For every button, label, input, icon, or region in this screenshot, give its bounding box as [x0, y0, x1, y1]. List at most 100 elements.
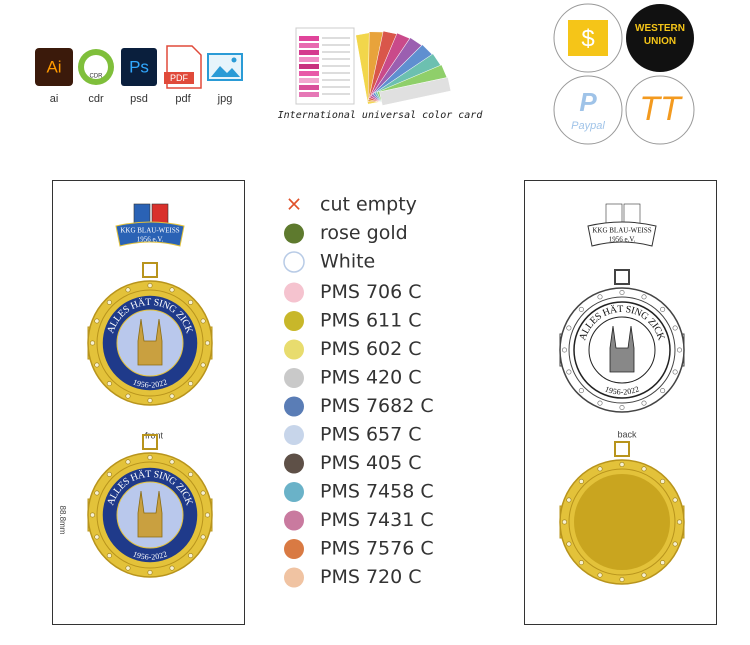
- medal-stone: [660, 560, 666, 566]
- years: 1956-2022: [604, 384, 641, 396]
- card-swatch: [299, 57, 319, 62]
- card-line: [322, 58, 350, 60]
- legend-swatch: [284, 567, 304, 588]
- medal-top: [142, 434, 158, 450]
- card-line: [322, 93, 350, 95]
- card-swatch: [299, 71, 319, 76]
- medal-stone: [147, 569, 153, 575]
- medal-stone: [672, 541, 678, 547]
- medal-stone: [94, 534, 100, 540]
- medal-ring-inner: [96, 461, 204, 569]
- medal-stone: [561, 519, 567, 525]
- medal-top: [614, 441, 630, 457]
- medal-stone: [188, 471, 194, 477]
- medal-stone: [566, 369, 572, 375]
- legend-swatch: [284, 282, 304, 303]
- medal-stone: [106, 381, 112, 387]
- crest-club: KKG BLAU-WEISS: [592, 227, 651, 235]
- legend-swatch: [284, 339, 304, 360]
- medal-stone: [660, 388, 666, 394]
- medal-stone: [125, 287, 131, 293]
- legend-swatch: [284, 453, 304, 474]
- file-label: pdf: [175, 93, 191, 105]
- medal-stone: [672, 497, 678, 503]
- medal-stone: [125, 459, 131, 465]
- medal-stone: [597, 466, 603, 472]
- legend-swatch: [284, 482, 304, 502]
- crest-banner: [587, 221, 657, 247]
- medal-core: [574, 474, 670, 570]
- medal-stone: [90, 340, 96, 346]
- jpg-icon-mountain: [211, 66, 240, 77]
- legend-label: PMS 611 C: [320, 310, 422, 332]
- ps-icon: [121, 48, 157, 86]
- years-text: 1956-2022: [132, 377, 169, 389]
- medal-stone: [597, 294, 603, 300]
- medal-stone: [147, 454, 153, 460]
- legend-label: PMS 7458 C: [320, 481, 434, 503]
- medal-stone: [188, 381, 194, 387]
- legend-swatch: [284, 396, 304, 417]
- medal-stone: [561, 347, 567, 353]
- crest-founded: 1956 e.V.: [137, 236, 164, 244]
- medal-stone: [106, 553, 112, 559]
- medal-stone: [106, 471, 112, 477]
- medal-stone: [200, 362, 206, 368]
- file-label: psd: [130, 93, 148, 105]
- cdr-icon-inner: [84, 55, 108, 79]
- card-line: [322, 72, 350, 74]
- medal-stone: [641, 400, 647, 406]
- legend-label: PMS 706 C: [320, 281, 422, 303]
- medal-stone: [90, 512, 96, 518]
- card-swatch: [299, 64, 319, 69]
- medal-stone: [200, 318, 206, 324]
- card-line: [322, 44, 350, 46]
- legend-label: cut empty: [320, 194, 417, 216]
- ps-icon-text: Ps: [129, 57, 149, 76]
- years-text: 1956-2022: [604, 384, 641, 396]
- tt-badge: [625, 75, 695, 145]
- medal-stone: [147, 282, 153, 288]
- card-swatch: [299, 78, 319, 83]
- paypal-text: Paypal: [571, 120, 605, 132]
- legend-swatch: [284, 311, 304, 331]
- medal-ring-inner: [96, 289, 204, 397]
- medal-stone: [200, 490, 206, 496]
- medal-stone: [169, 565, 175, 571]
- cathedral: [137, 318, 163, 366]
- medal-stone: [597, 400, 603, 406]
- paypal-logo: P: [579, 87, 597, 117]
- ai-icon-text: Ai: [46, 57, 61, 76]
- medal-stone: [672, 369, 678, 375]
- medal-stone: [619, 404, 625, 410]
- legend-label: PMS 420 C: [320, 367, 422, 389]
- legend-label: rose gold: [320, 222, 408, 244]
- medal-stone: [106, 299, 112, 305]
- medal-stone: [169, 393, 175, 399]
- jpg-icon-sun: [231, 57, 237, 63]
- cdr-icon-text: CDR: [90, 74, 104, 80]
- medal-stone: [619, 289, 625, 295]
- card-line: [322, 86, 350, 88]
- medal-stone: [94, 362, 100, 368]
- years-text: 1956-2022: [132, 549, 169, 561]
- medal-stone: [597, 572, 603, 578]
- cathedral: [137, 490, 163, 538]
- years: 1956-2022: [132, 549, 169, 561]
- medal-stone: [169, 459, 175, 465]
- western-union-badge: [626, 4, 694, 72]
- color-card-caption: International universal color card: [278, 110, 484, 121]
- card-swatch: [299, 50, 319, 55]
- legend-swatch: [284, 539, 304, 559]
- crest-shield: [605, 203, 623, 225]
- size-label: 88.8mm: [58, 506, 67, 535]
- medal-ring-inner: [568, 296, 676, 404]
- card-line: [322, 65, 350, 67]
- file-label: cdr: [88, 93, 104, 105]
- western-union-text: WESTERN UNION: [635, 23, 685, 47]
- medal-stone: [676, 519, 682, 525]
- medal-stone: [641, 294, 647, 300]
- card-line: [322, 79, 350, 81]
